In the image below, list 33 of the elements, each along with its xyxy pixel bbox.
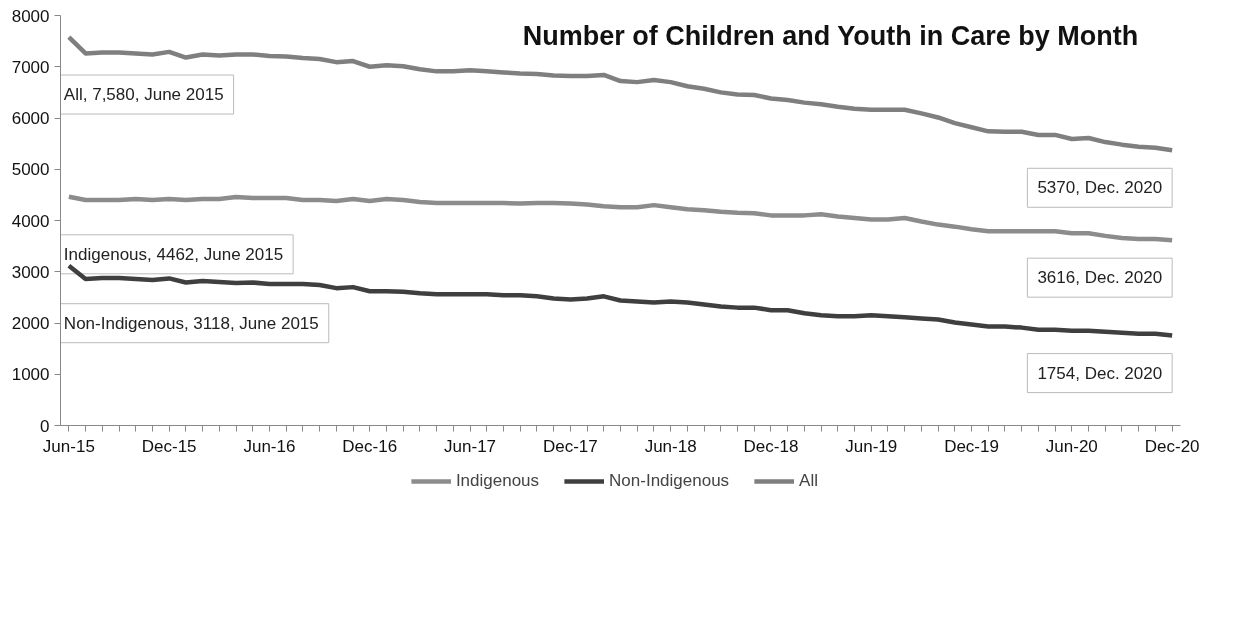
legend-label: Non-Indigenous (609, 470, 730, 491)
x-tick-label: Dec-19 (944, 436, 999, 456)
y-tick-label: 0 (40, 416, 50, 436)
annotation: All, 7,580, June 2015 (63, 85, 224, 105)
y-tick-label: 2000 (11, 314, 50, 333)
x-tick-label: Jun-19 (845, 436, 898, 456)
x-tick-label: Jun-15 (42, 436, 95, 456)
annotation: Non-Indigenous, 3118, June 2015 (63, 313, 319, 333)
y-tick-label: 5000 (11, 160, 50, 180)
x-tick-label: Dec-20 (1144, 436, 1200, 456)
line-series (66, 194, 1175, 243)
y-tick-label: 6000 (11, 109, 50, 128)
y-tick-label: 1000 (11, 365, 50, 385)
x-tick-label: Dec-17 (542, 436, 598, 456)
annotation: 3616, Dec. 2020 (1037, 268, 1163, 288)
x-tick-label: Dec-18 (743, 436, 799, 456)
chart-title: Number of Children and Youth in Care by Month (522, 20, 1139, 51)
x-tick-label: Dec-16 (342, 436, 398, 456)
line-series (66, 263, 1175, 338)
x-tick-label: Jun-18 (644, 436, 697, 456)
y-tick-label: 7000 (11, 57, 50, 77)
x-tick-label: Jun-20 (1045, 436, 1098, 456)
legend-label: Indigenous (455, 470, 540, 491)
annotation: Indigenous, 4462, June 2015 (63, 244, 284, 264)
x-tick-label: Jun-17 (444, 436, 497, 456)
y-tick-label: 4000 (11, 211, 50, 231)
legend-label: All (799, 470, 819, 491)
annotation: 5370, Dec. 2020 (1037, 178, 1163, 198)
y-tick-label: 3000 (11, 262, 50, 282)
x-tick-label: Dec-15 (141, 436, 197, 456)
annotation: 1754, Dec. 2020 (1037, 363, 1163, 383)
y-tick-label: 8000 (11, 6, 50, 26)
x-tick-label: Jun-16 (243, 436, 296, 456)
